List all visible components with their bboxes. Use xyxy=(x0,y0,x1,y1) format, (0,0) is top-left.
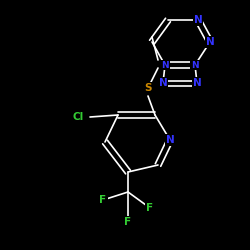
Text: S: S xyxy=(144,83,152,93)
Text: N: N xyxy=(161,60,169,70)
Text: N: N xyxy=(191,60,199,70)
Text: F: F xyxy=(146,203,154,213)
Text: N: N xyxy=(194,15,202,25)
Text: N: N xyxy=(159,78,168,88)
Text: F: F xyxy=(100,195,106,205)
Text: Cl: Cl xyxy=(72,112,84,122)
Text: N: N xyxy=(206,37,214,47)
Text: N: N xyxy=(166,135,174,145)
Text: F: F xyxy=(124,217,132,227)
Text: N: N xyxy=(192,78,202,88)
